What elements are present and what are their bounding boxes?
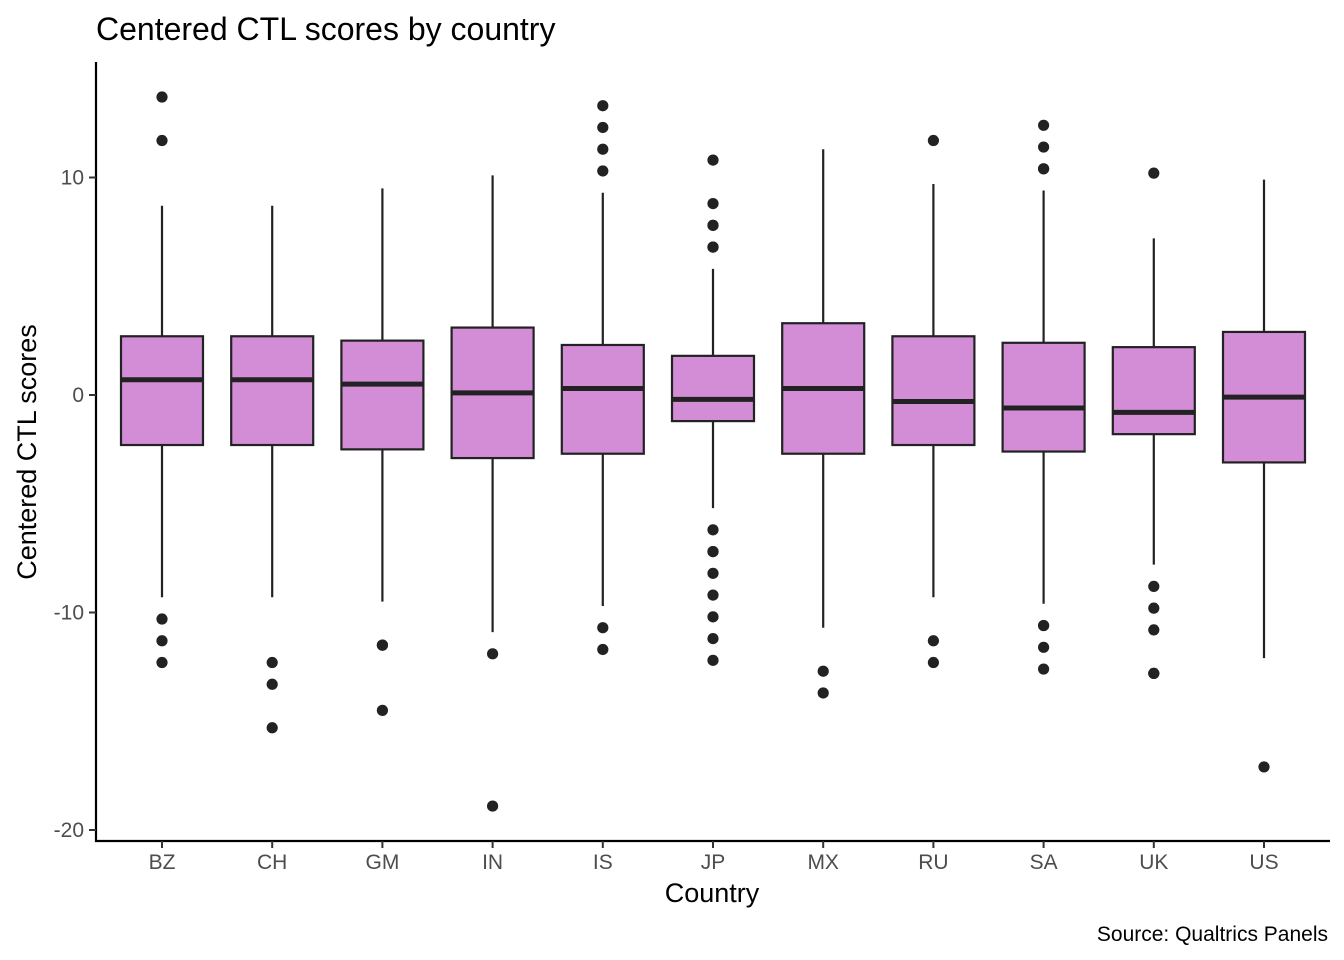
box-gm	[340, 188, 425, 716]
x-tick-label: UK	[1139, 851, 1168, 874]
outlier-point	[156, 656, 168, 669]
outlier-point	[707, 219, 719, 231]
outlier-point	[707, 654, 719, 666]
x-tick-label: SA	[1030, 851, 1058, 874]
outlier-point	[376, 639, 388, 651]
outlier-point	[1258, 761, 1270, 773]
x-axis-title: Country	[665, 878, 760, 908]
x-tick-label: CH	[257, 851, 287, 874]
outlier-point	[817, 665, 829, 677]
iqr-box	[1001, 341, 1086, 453]
box-mx	[781, 149, 866, 699]
iqr-box	[230, 335, 315, 447]
outlier-point	[1038, 641, 1050, 653]
outlier-point	[1148, 667, 1160, 680]
outlier-point	[1038, 619, 1050, 632]
x-tick-label: JP	[701, 851, 726, 874]
outlier-point	[266, 722, 278, 734]
y-axis-ticks: -20 -10 0 10	[54, 167, 96, 842]
y-tick-label: 0	[72, 384, 84, 407]
y-tick-label: 10	[61, 167, 84, 190]
outlier-point	[1038, 663, 1050, 675]
outlier-point	[597, 121, 609, 134]
outlier-point	[707, 611, 719, 623]
box-ch	[230, 205, 315, 734]
outlier-point	[156, 613, 168, 625]
iqr-box	[891, 335, 976, 447]
outlier-point	[597, 622, 609, 634]
chart-title: Centered CTL scores by country	[96, 11, 555, 47]
iqr-box	[670, 354, 756, 423]
iqr-box	[119, 335, 205, 447]
y-tick-label: -10	[54, 602, 84, 625]
outlier-point	[597, 143, 609, 155]
outlier-point	[707, 589, 719, 601]
box-us	[1221, 179, 1307, 773]
outlier-point	[156, 635, 168, 647]
x-axis-ticks: BZ CH GM IN IS JP MX RU SA UK US	[149, 841, 1279, 874]
outlier-point	[597, 100, 609, 112]
outlier-point	[597, 643, 609, 656]
box-in	[450, 175, 535, 812]
x-tick-label: RU	[918, 851, 948, 874]
x-tick-label: GM	[365, 851, 399, 874]
x-tick-label: BZ	[149, 851, 176, 874]
boxes-layer	[119, 91, 1307, 812]
outlier-point	[1148, 167, 1160, 179]
box-is	[560, 100, 645, 656]
outlier-point	[487, 800, 499, 812]
box-sa	[1001, 119, 1086, 675]
outlier-point	[156, 134, 168, 147]
x-tick-label: US	[1249, 851, 1278, 874]
outlier-point	[376, 704, 388, 716]
outlier-point	[1038, 163, 1050, 175]
outlier-point	[707, 154, 719, 166]
y-axis-title: Centered CTL scores	[12, 324, 42, 580]
outlier-point	[597, 165, 609, 177]
x-tick-label: IS	[593, 851, 613, 874]
outlier-point	[266, 678, 278, 690]
y-tick-label: -20	[54, 819, 84, 842]
box-ru	[891, 134, 976, 669]
outlier-point	[817, 687, 829, 699]
outlier-point	[1148, 580, 1160, 593]
outlier-point	[927, 635, 940, 647]
chart-caption: Source: Qualtrics Panels	[1097, 923, 1328, 946]
outlier-point	[707, 524, 719, 536]
outlier-point	[1038, 141, 1050, 153]
iqr-box	[560, 343, 645, 455]
outlier-point	[927, 134, 940, 147]
outlier-point	[156, 91, 168, 103]
outlier-point	[1148, 624, 1160, 636]
iqr-box	[340, 339, 425, 451]
box-uk	[1111, 167, 1196, 680]
outlier-point	[707, 567, 719, 579]
box-bz	[119, 91, 205, 669]
outlier-point	[1148, 602, 1160, 614]
outlier-point	[707, 198, 719, 210]
box-jp	[670, 154, 756, 666]
outlier-point	[266, 656, 278, 669]
x-tick-label: MX	[807, 851, 839, 874]
outlier-point	[487, 648, 499, 660]
outlier-point	[707, 546, 719, 558]
outlier-point	[707, 633, 719, 645]
iqr-box	[1111, 346, 1196, 436]
outlier-point	[707, 241, 719, 253]
outlier-point	[927, 656, 940, 669]
x-tick-label: IN	[482, 851, 503, 874]
outlier-point	[1038, 119, 1050, 131]
